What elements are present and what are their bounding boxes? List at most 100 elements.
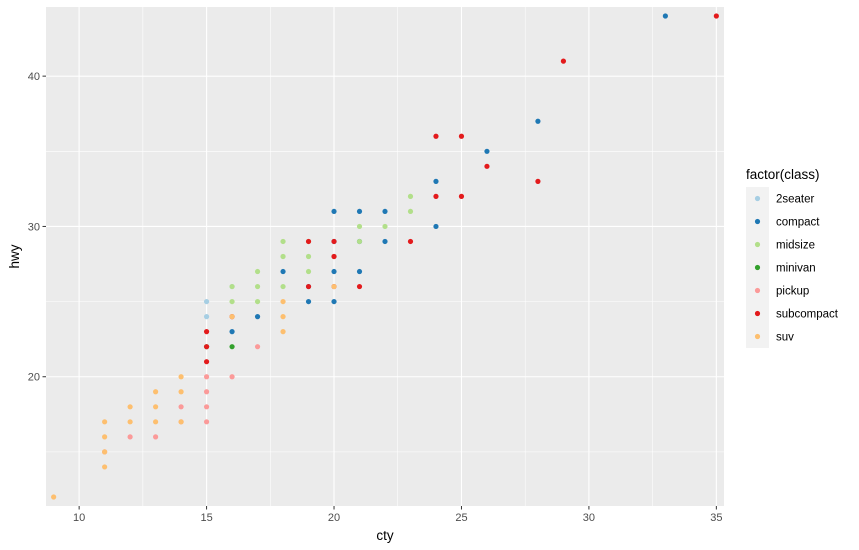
data-point-compact (433, 223, 439, 230)
data-point-compact (331, 298, 337, 305)
data-point-midsize (356, 238, 363, 245)
x-tick-label: 15 (200, 512, 212, 524)
data-point-compact (280, 268, 286, 275)
data-point-pickup (203, 404, 210, 410)
data-point-subcompact (305, 283, 312, 290)
data-points (51, 13, 719, 500)
x-axis: 10 15 20 25 30 35 (73, 506, 722, 524)
data-point-compact (484, 148, 490, 154)
data-point-suv (102, 434, 108, 440)
data-point-compact (382, 208, 388, 215)
legend-swatch-minivan (754, 264, 761, 271)
data-point-pickup (127, 434, 133, 440)
data-point-suv (102, 449, 108, 455)
data-point-suv (280, 329, 286, 335)
data-point-suv (153, 389, 159, 395)
legend-label-midsize: midsize (776, 240, 815, 252)
data-point-midsize (356, 223, 363, 230)
legend-swatch-subcompact (754, 310, 761, 317)
data-point-compact (254, 314, 261, 320)
data-point-compact (356, 268, 363, 275)
data-point-midsize (254, 268, 261, 275)
plot-panel (46, 7, 724, 506)
legend-swatch-midsize (754, 241, 761, 248)
data-point-pickup (254, 344, 261, 350)
data-point-midsize (305, 253, 312, 260)
data-point-subcompact (203, 344, 210, 350)
legend: factor(class) 2seater compact midsize miniv… (746, 167, 839, 348)
data-point-compact (662, 13, 668, 19)
data-point-subcompact (305, 238, 312, 245)
data-point-midsize (229, 283, 235, 290)
data-point-suv (178, 374, 184, 380)
data-point-midsize (382, 223, 388, 230)
data-point-midsize (280, 253, 286, 260)
y-tick-label: 40 (28, 71, 40, 83)
data-point-2seater (203, 298, 210, 305)
data-point-suv (153, 404, 159, 410)
x-tick-label: 35 (710, 512, 722, 524)
data-point-pickup (203, 389, 210, 395)
x-axis-title: cty (376, 528, 394, 543)
data-point-compact (433, 178, 439, 184)
data-point-compact (305, 298, 312, 305)
data-point-compact (229, 329, 235, 335)
data-point-suv (127, 404, 133, 410)
data-point-suv (331, 283, 337, 290)
data-point-pickup (153, 434, 159, 440)
data-point-suv (51, 494, 57, 500)
data-point-suv (178, 389, 184, 395)
data-point-suv (229, 314, 235, 320)
legend-items: 2seater compact midsize minivan pickup subcom… (746, 187, 839, 348)
legend-label-minivan: minivan (776, 263, 816, 275)
data-point-subcompact (203, 329, 210, 335)
data-point-midsize (229, 298, 235, 305)
data-point-subcompact (458, 193, 465, 199)
legend-label-subcompact: subcompact (776, 309, 839, 321)
data-point-pickup (203, 419, 210, 425)
data-point-compact (535, 118, 541, 124)
x-tick-label: 10 (73, 512, 85, 524)
data-point-midsize (305, 268, 312, 275)
data-point-subcompact (331, 253, 337, 260)
data-point-2seater (203, 314, 210, 320)
data-point-subcompact (458, 133, 465, 139)
data-point-suv (102, 419, 108, 425)
data-point-pickup (229, 374, 235, 380)
data-point-midsize (280, 238, 286, 245)
data-point-compact (356, 208, 363, 215)
data-point-suv (178, 419, 184, 425)
y-tick-label: 30 (28, 221, 40, 233)
data-point-midsize (280, 283, 286, 290)
data-point-suv (280, 298, 286, 305)
data-point-subcompact (407, 238, 414, 245)
data-point-suv (127, 419, 133, 425)
data-point-subcompact (203, 359, 210, 365)
data-point-pickup (203, 374, 210, 380)
data-point-compact (382, 238, 388, 245)
data-point-midsize (254, 283, 261, 290)
data-point-subcompact (331, 238, 337, 245)
legend-swatch-compact (754, 218, 761, 225)
x-tick-label: 30 (583, 512, 595, 524)
data-point-compact (331, 208, 337, 215)
y-axis: 20 30 40 (28, 71, 46, 384)
data-point-suv (102, 464, 108, 470)
data-point-pickup (178, 404, 184, 410)
data-point-minivan (229, 344, 235, 350)
data-point-midsize (254, 298, 261, 305)
data-point-midsize (407, 193, 414, 199)
data-point-subcompact (356, 283, 363, 290)
data-point-midsize (407, 208, 414, 215)
x-tick-label: 20 (328, 512, 340, 524)
grid-minor (46, 7, 724, 506)
data-point-subcompact (433, 193, 439, 199)
legend-swatch-suv (754, 333, 761, 340)
data-point-subcompact (433, 133, 439, 139)
x-tick-label: 25 (455, 512, 467, 524)
y-tick-label: 20 (28, 372, 40, 384)
legend-title: factor(class) (746, 167, 820, 182)
legend-label-pickup: pickup (776, 286, 809, 298)
data-point-subcompact (484, 163, 490, 169)
